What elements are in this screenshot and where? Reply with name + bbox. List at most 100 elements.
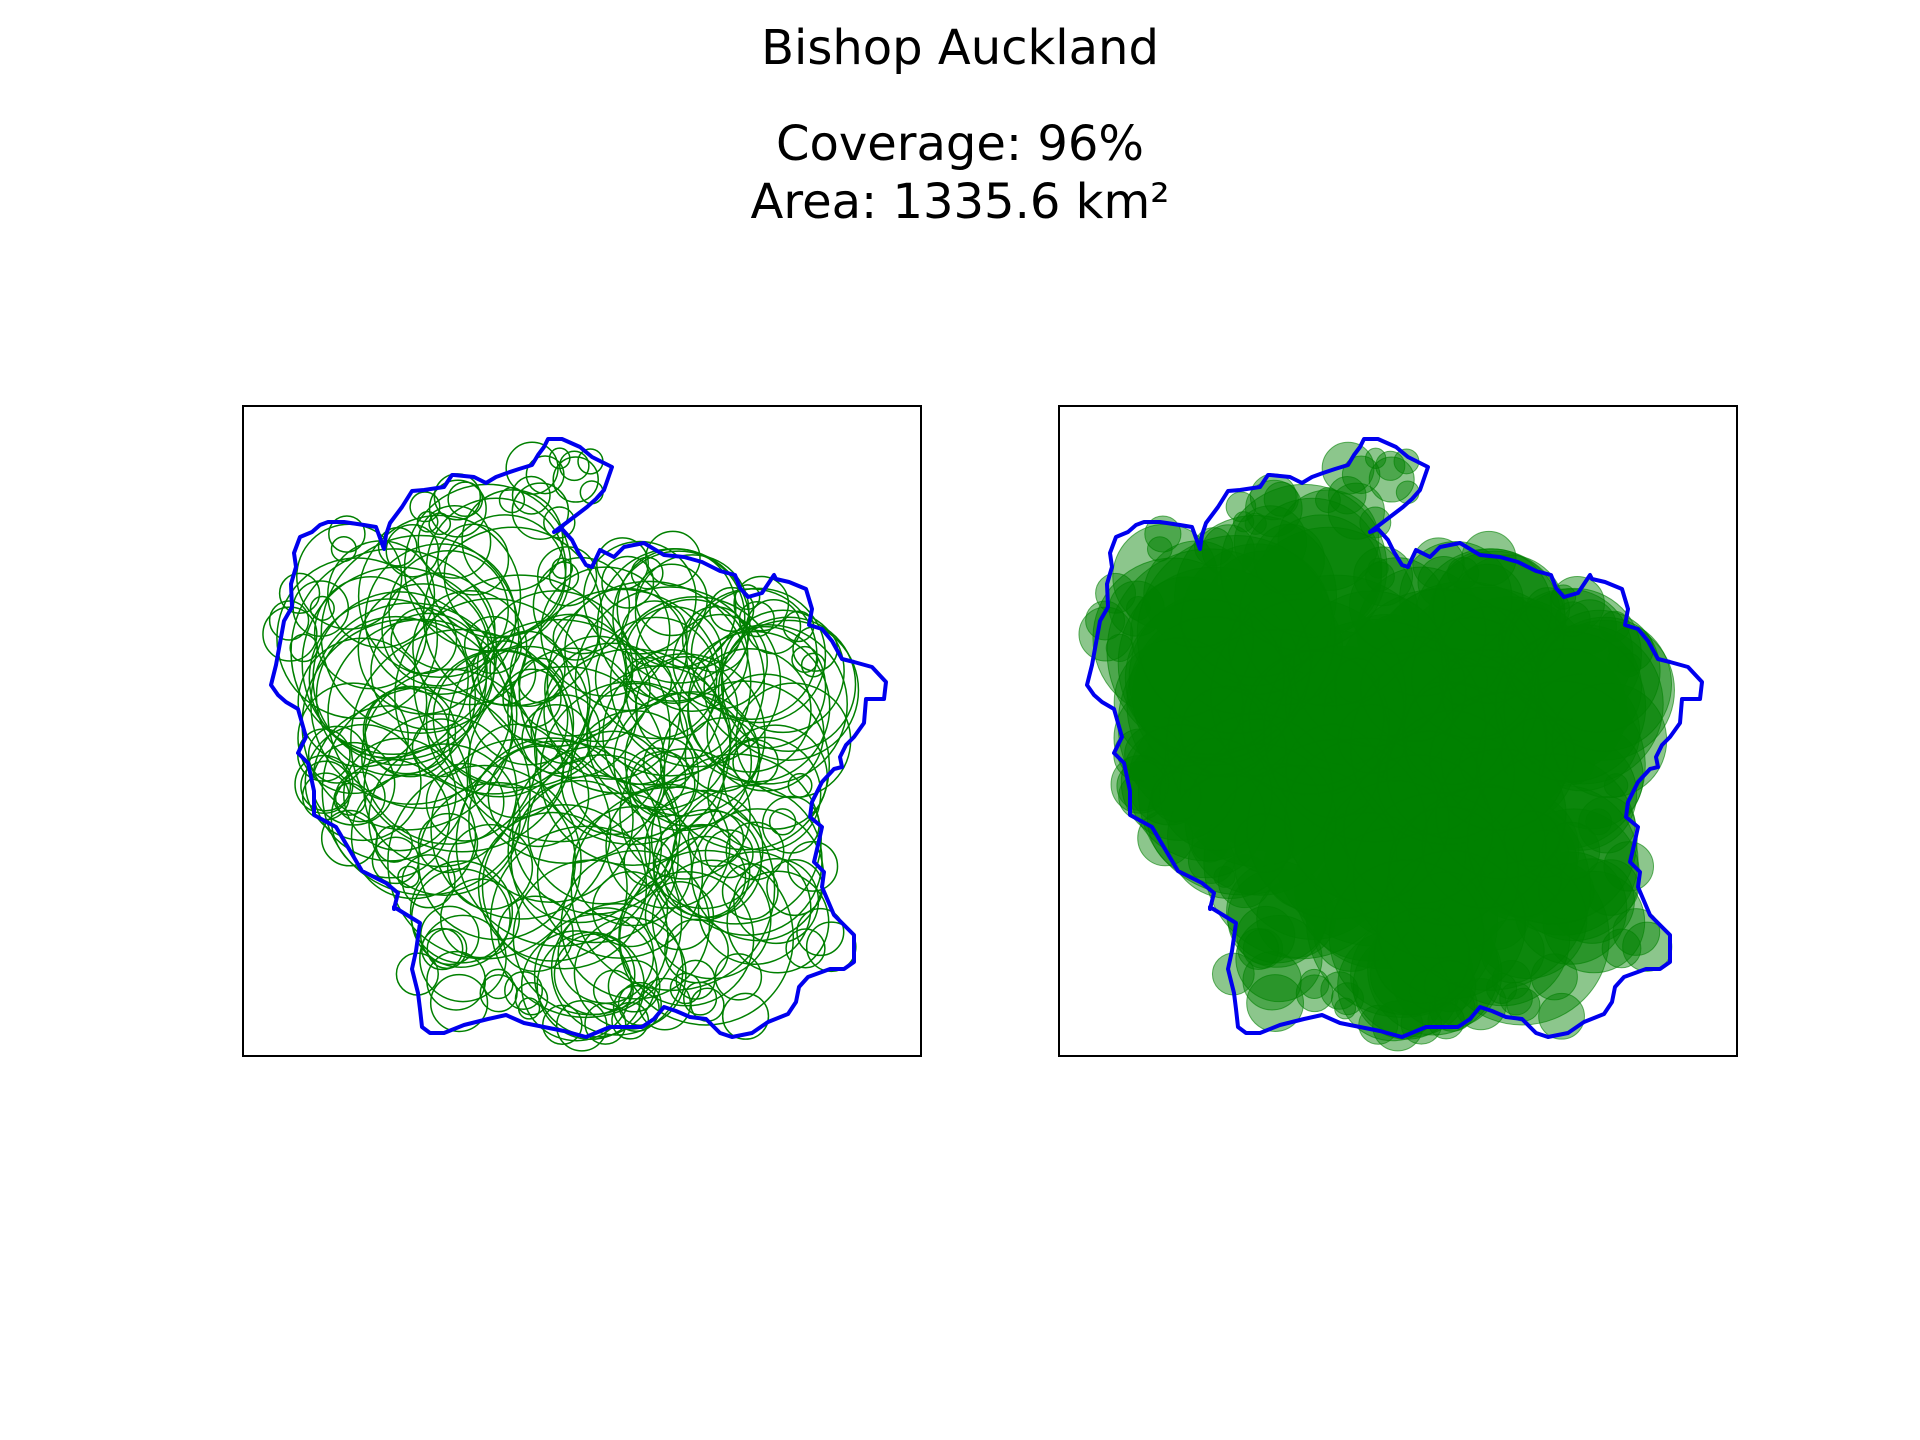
coverage-circle-filled: [1399, 540, 1513, 655]
coverage-circle-filled: [1124, 598, 1285, 759]
coverage-circle: [468, 737, 634, 903]
coverage-circle: [412, 589, 528, 706]
map-title: Bishop Auckland: [761, 20, 1159, 76]
coverage-circle: [704, 829, 754, 879]
coverage-circle: [357, 583, 490, 715]
coverage-circle: [625, 747, 687, 809]
coverage-circle: [669, 972, 702, 1005]
coverage-circle: [426, 950, 487, 1011]
coverage-circle: [570, 786, 776, 992]
coverage-circle: [428, 512, 452, 536]
coverage-circle: [507, 647, 638, 779]
coverage-circle: [304, 723, 422, 842]
coverage-circle: [768, 808, 797, 836]
coverage-circle-filled: [1330, 982, 1364, 1016]
coverage-circle: [437, 523, 510, 596]
coverage-circle: [371, 836, 420, 885]
coverage-circle-filled: [1326, 775, 1495, 944]
coverage-circle: [387, 764, 582, 960]
coverage-circle-filled: [1364, 561, 1395, 592]
coverage-circle-filled: [1248, 650, 1385, 786]
coverage-circle: [320, 534, 520, 735]
coverage-circle: [548, 561, 580, 592]
coverage-circle-filled: [1377, 730, 1482, 835]
coverage-circle: [430, 738, 612, 920]
coverage-circle: [417, 812, 479, 874]
coverage-circle: [381, 572, 496, 687]
coverage-circle: [560, 730, 666, 836]
coverage-circle: [409, 491, 441, 523]
coverage-circle-filled: [1617, 652, 1642, 678]
coverage-circle: [511, 475, 551, 515]
coverage-circle-filled: [1299, 968, 1330, 1000]
coverage-circle: [297, 682, 410, 795]
coverage-circle-filled: [1503, 648, 1628, 773]
coverage-circle: [512, 859, 669, 1016]
coverage-circle: [616, 548, 737, 669]
coverage-circle-filled: [1460, 881, 1530, 951]
coverage-circle: [477, 811, 628, 962]
coverage-circle-filled: [1328, 859, 1485, 1016]
coverage-circle: [678, 630, 831, 783]
coverage-circle-filled: [1284, 737, 1450, 903]
coverage-circle-filled: [1327, 482, 1385, 540]
coverage-circle: [481, 803, 648, 970]
coverage-circle: [601, 555, 655, 609]
coverage-circle-filled: [1454, 978, 1507, 1031]
coverage-circle: [690, 587, 827, 724]
coverage-label: Coverage: 96%: [775, 116, 1145, 172]
coverage-circle: [357, 514, 522, 678]
coverage-circle: [422, 526, 603, 707]
coverage-circle-filled: [1187, 836, 1236, 884]
coverage-circle: [461, 489, 564, 592]
coverage-circle-filled: [1130, 576, 1243, 690]
coverage-circle: [308, 598, 469, 759]
coverage-circle-filled: [1117, 566, 1312, 761]
coverage-circle: [315, 615, 477, 777]
coverage-circle-filled: [1460, 789, 1580, 910]
coverage-circle: [605, 783, 731, 909]
coverage-circle: [596, 537, 649, 591]
coverage-circle: [377, 526, 418, 567]
coverage-circle: [425, 497, 567, 639]
coverage-circle-filled: [1277, 489, 1380, 592]
coverage-circle-filled: [1480, 836, 1563, 918]
coverage-circle-filled: [1225, 491, 1257, 523]
coverage-circle: [536, 792, 704, 959]
coverage-circle: [417, 505, 492, 579]
coverage-circle-filled: [1417, 556, 1470, 609]
coverage-circle: [709, 586, 755, 633]
coverage-circle: [550, 902, 684, 1036]
coverage-circle-filled: [1239, 526, 1419, 707]
coverage-circle: [350, 773, 477, 900]
coverage-circle: [268, 600, 310, 641]
coverage-circle: [514, 982, 549, 1016]
coverage-circle: [574, 586, 766, 777]
coverage-circle-filled: [1334, 657, 1380, 704]
coverage-circle-filled: [1184, 743, 1337, 896]
coverage-circle-filled: [1386, 710, 1515, 839]
coverage-circle: [517, 657, 564, 704]
coverage-circle: [394, 597, 591, 795]
coverage-circle-filled: [1411, 616, 1534, 739]
coverage-circle-filled: [1429, 985, 1476, 1032]
coverage-circle-filled: [1402, 683, 1505, 785]
coverage-circle: [560, 849, 711, 1000]
coverage-circle: [635, 563, 708, 637]
coverage-circle-filled: [1360, 635, 1467, 742]
coverage-circle-filled: [1537, 609, 1661, 733]
coverage-circle-filled: [1226, 860, 1329, 964]
coverage-circle-filled: [1246, 738, 1428, 920]
coverage-circle: [659, 680, 831, 851]
coverage-circle: [785, 928, 826, 969]
coverage-circle: [645, 530, 701, 587]
coverage-circle: [468, 645, 589, 766]
coverage-circle: [607, 959, 661, 1013]
coverage-circle-filled: [1263, 824, 1349, 910]
coverage-circle-filled: [1203, 765, 1398, 960]
coverage-circle-filled: [1468, 859, 1588, 980]
coverage-circle: [612, 985, 660, 1033]
coverage-circle: [401, 854, 456, 909]
coverage-circle-filled: [1234, 813, 1294, 874]
coverage-circle: [278, 572, 321, 615]
